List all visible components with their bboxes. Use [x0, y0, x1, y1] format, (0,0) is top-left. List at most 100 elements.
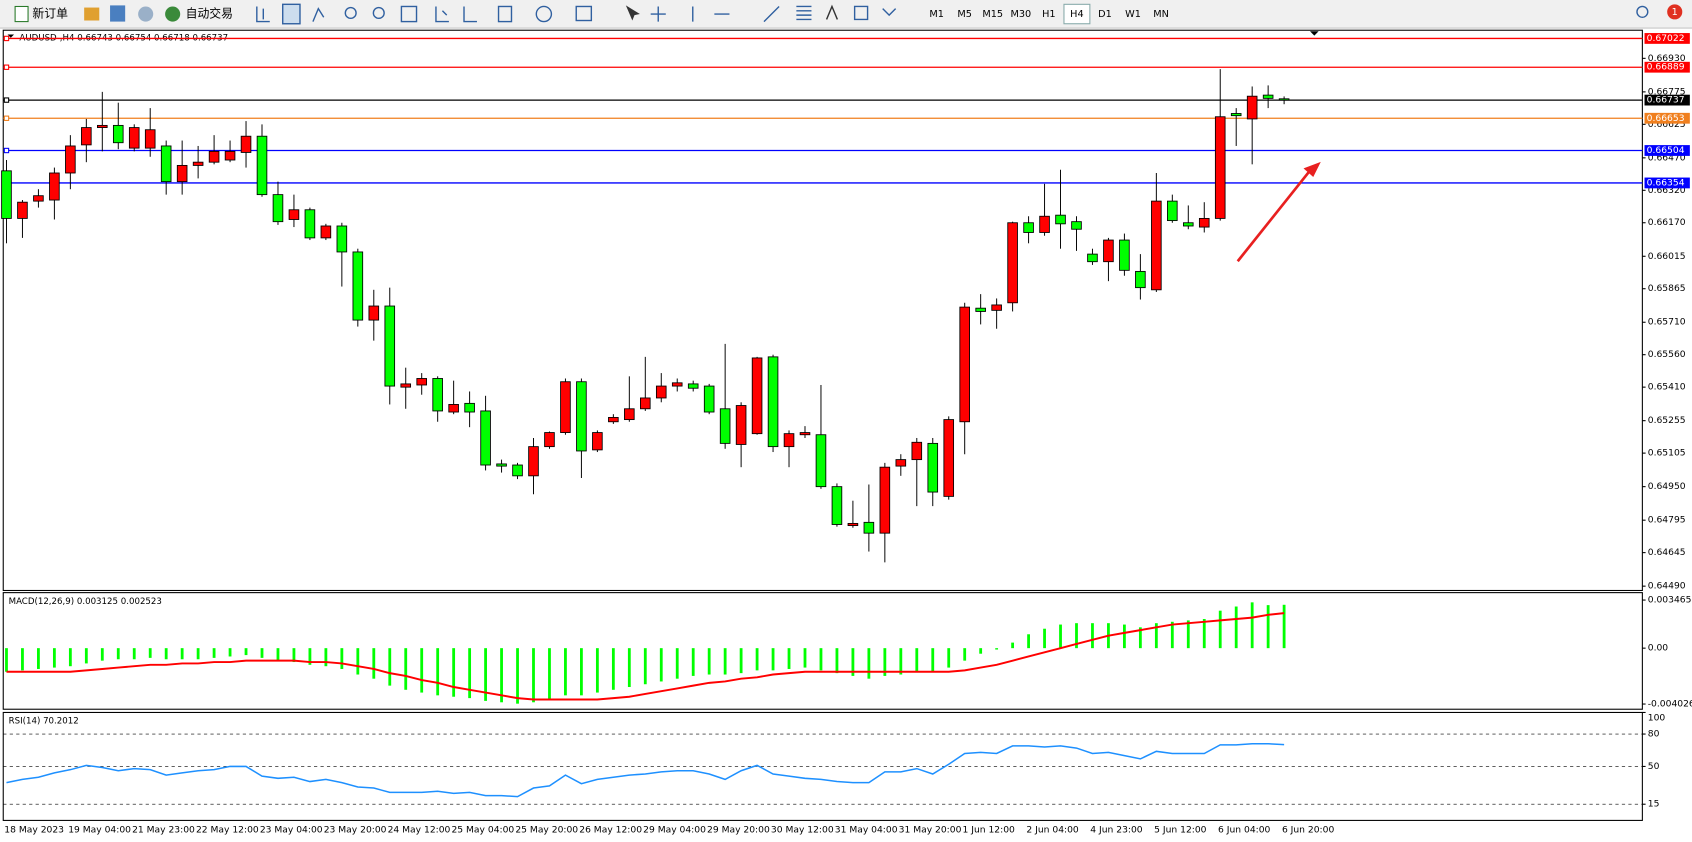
- macd-bar: [340, 648, 344, 669]
- candle-body: [576, 381, 587, 452]
- icon[interactable]: [497, 5, 513, 23]
- timeframe-label: M1: [929, 9, 944, 20]
- macd-bar: [851, 648, 855, 676]
- icon[interactable]: [256, 6, 270, 23]
- x-tick-label: 31 May 04:00: [835, 825, 898, 836]
- candle-body: [1023, 222, 1034, 233]
- macd-bar: [5, 648, 8, 672]
- y-tick-label: 0.65560: [1648, 349, 1686, 360]
- macd-bar: [116, 648, 120, 660]
- macd-bar: [947, 648, 951, 668]
- macd-bar: [611, 648, 615, 690]
- macd-bar: [1011, 642, 1015, 649]
- x-tick-label: 6 Jun 04:00: [1218, 825, 1271, 836]
- rsi-line: [6, 743, 1285, 798]
- x-tick-label: 26 May 12:00: [579, 825, 642, 836]
- candle-body: [416, 378, 427, 386]
- level-anchor: [3, 97, 10, 103]
- candle-body: [272, 194, 284, 223]
- arrow-shaft: [1236, 169, 1312, 263]
- candle-body: [336, 225, 348, 253]
- icon[interactable]: [650, 5, 897, 23]
- candle-body: [128, 127, 140, 149]
- timeframe-label: M30: [1010, 9, 1031, 20]
- toolbar: [0, 0, 1692, 29]
- rsi-title: RSI(14) 70.2012: [9, 717, 79, 727]
- macd-bar: [436, 648, 440, 696]
- icon[interactable]: [400, 5, 418, 23]
- candle-body: [17, 201, 28, 219]
- macd-bar: [723, 648, 727, 675]
- candle-body: [895, 459, 907, 467]
- x-tick-label: 29 May 04:00: [643, 825, 706, 836]
- macd-bar: [739, 648, 743, 674]
- candle-body: [208, 150, 220, 163]
- x-tick-label: 25 May 04:00: [451, 825, 514, 836]
- level-anchor: [3, 35, 10, 42]
- macd-title: MACD(12,26,9) 0.003125 0.002523: [9, 597, 162, 607]
- macd-bar: [1154, 623, 1158, 649]
- candle-body: [624, 408, 635, 421]
- y-tick-label: 80: [1648, 729, 1660, 740]
- icon[interactable]: [825, 4, 839, 20]
- icon[interactable]: [138, 6, 154, 22]
- icon[interactable]: [575, 5, 593, 22]
- macd-bar: [867, 648, 871, 679]
- x-tick-label: 22 May 12:00: [196, 825, 259, 836]
- candle-body: [863, 521, 875, 534]
- price-panel: [2, 29, 1643, 592]
- macd-bar: [212, 648, 216, 658]
- y-tick-label: 100: [1648, 712, 1666, 723]
- candle-body: [256, 135, 268, 196]
- macd-bar: [979, 648, 983, 654]
- icon[interactable]: [435, 6, 449, 23]
- timeframe-button[interactable]: [1063, 3, 1091, 25]
- candle-body: [1198, 217, 1210, 228]
- macd-bar: [963, 648, 967, 661]
- auto-trading-button[interactable]: 自动交易: [165, 6, 233, 22]
- timeframe-label: W1: [1125, 9, 1141, 20]
- macd-bar: [388, 648, 392, 686]
- icon[interactable]: [372, 6, 385, 20]
- level-label-bg: [1644, 145, 1690, 156]
- level-label-bg: [1644, 61, 1690, 73]
- chart-layers: 0.66930 0.66775 0.66625 0.66470 0.66320 0.661…: [1, 33, 1692, 836]
- icon[interactable]: [1636, 5, 1649, 18]
- macd-bar: [516, 648, 519, 704]
- macd-bar: [1027, 634, 1030, 649]
- macd-bar: [899, 648, 903, 675]
- x-tick-label: 25 May 20:00: [515, 825, 578, 836]
- x-tick-label: 4 Jun 23:00: [1090, 825, 1143, 836]
- x-tick-label: 29 May 20:00: [707, 825, 770, 836]
- icon[interactable]: [282, 3, 301, 25]
- button-label: 新订单: [32, 7, 68, 21]
- macd-bar: [452, 648, 456, 697]
- icon[interactable]: [344, 6, 357, 20]
- icon[interactable]: [110, 5, 126, 22]
- candle-body: [719, 408, 731, 444]
- arrow-head: [1303, 161, 1321, 178]
- candle-body: [192, 161, 204, 166]
- candle-body: [735, 405, 747, 445]
- icon[interactable]: [535, 5, 553, 23]
- candle-body: [927, 442, 939, 493]
- macd-bar: [1043, 628, 1046, 649]
- candle-body: [400, 383, 412, 388]
- macd-bar: [164, 648, 168, 660]
- candle-body: [655, 385, 667, 399]
- button-label: 自动交易: [186, 7, 233, 21]
- notification-badge[interactable]: [1667, 4, 1683, 20]
- candle-body: [464, 402, 475, 413]
- icon[interactable]: [463, 6, 477, 23]
- macd-bar: [180, 648, 184, 660]
- new-order-button[interactable]: 新订单: [14, 5, 68, 23]
- candle-body: [1055, 214, 1066, 225]
- macd-bar: [883, 648, 887, 676]
- candle-body: [144, 129, 156, 149]
- icon[interactable]: [84, 7, 100, 21]
- icon[interactable]: [312, 7, 325, 22]
- macd-bar: [1234, 606, 1238, 649]
- icon[interactable]: [625, 5, 640, 21]
- macd-bar: [308, 648, 312, 665]
